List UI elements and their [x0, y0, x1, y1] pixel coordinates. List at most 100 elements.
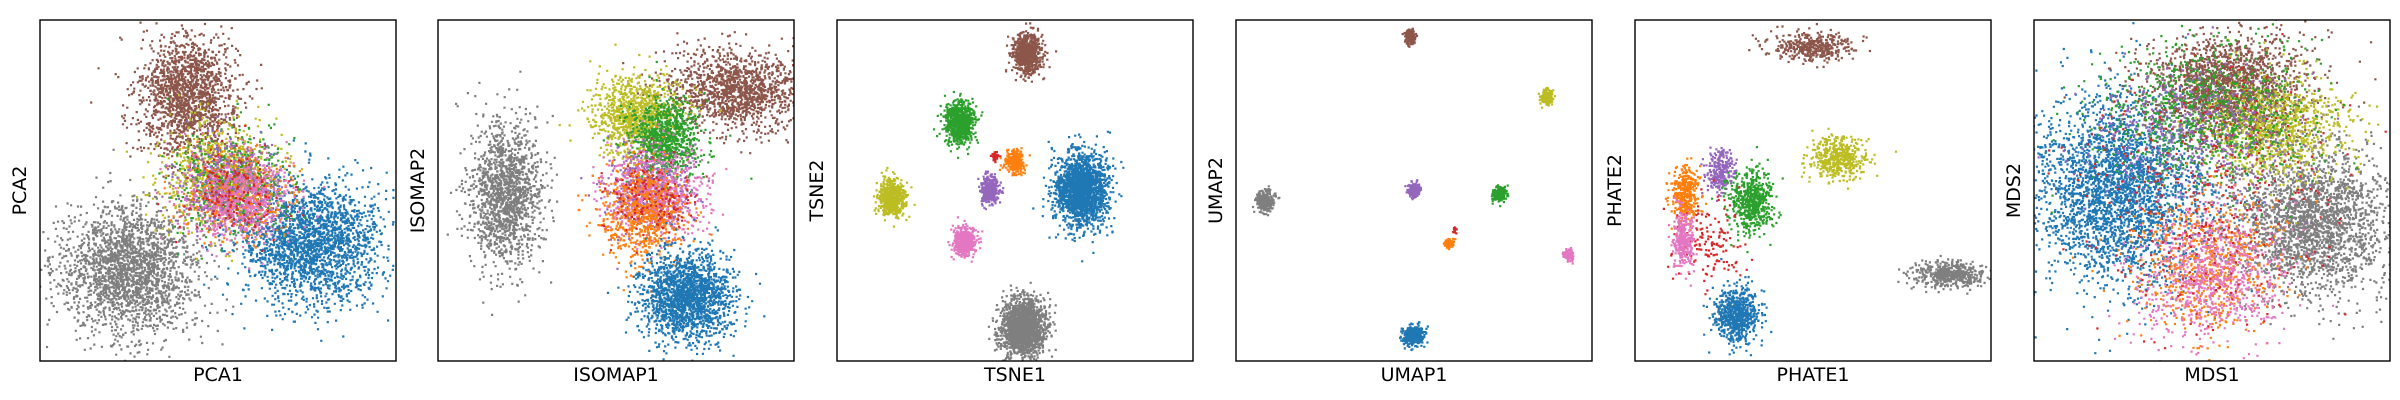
data-point-set	[1800, 127, 1898, 190]
cluster-6	[1452, 226, 1458, 235]
points-layer	[40, 21, 396, 361]
scatter-panel-6: MDS1 MDS2	[2003, 19, 2391, 386]
data-point-set	[1404, 179, 1423, 201]
cluster-9	[156, 122, 304, 252]
points-layer	[1251, 27, 1575, 352]
scatter-panel-3: TSNE1 TSNE2	[806, 19, 1194, 386]
data-point-set	[1897, 254, 1991, 295]
y-axis-label: PCA2	[9, 166, 31, 216]
cluster-3	[989, 151, 1002, 164]
cluster-4	[1404, 179, 1423, 201]
cluster-1	[1005, 22, 1058, 83]
cluster-8	[600, 137, 708, 254]
data-point-set	[987, 281, 1057, 361]
data-point-set	[1251, 185, 1281, 217]
data-point-set	[1748, 23, 1871, 69]
cluster-9	[987, 281, 1057, 361]
axes-frame	[836, 19, 1194, 362]
data-point-set	[1032, 130, 1125, 263]
points-layer	[872, 22, 1125, 361]
cluster-9	[1897, 254, 1991, 295]
data-point-set	[201, 139, 396, 342]
scatter-panel-4: UMAP1 UMAP2	[1205, 19, 1593, 386]
data-point-set	[1711, 146, 1784, 254]
y-axis-label: TSNE2	[806, 160, 828, 223]
cluster-4	[998, 147, 1031, 177]
cluster-9	[1399, 321, 1429, 352]
data-point-set	[600, 137, 708, 254]
cluster-2	[90, 21, 263, 189]
data-point-set	[998, 147, 1031, 177]
cluster-2	[622, 31, 794, 155]
cluster-1	[40, 148, 246, 361]
x-axis-label: UMAP1	[1381, 364, 1448, 386]
data-point-set	[1399, 321, 1429, 352]
cluster-5	[2050, 23, 2358, 219]
axes-frame	[1235, 19, 1593, 362]
data-point-set	[40, 148, 246, 361]
data-point-set	[1442, 237, 1457, 251]
x-axis-label: ISOMAP1	[573, 364, 659, 386]
data-point-set	[932, 90, 984, 159]
points-layer	[446, 31, 794, 361]
data-point-set	[156, 122, 304, 252]
axes-frame	[437, 19, 795, 362]
cluster-2	[1800, 127, 1898, 190]
data-point-set	[977, 170, 1005, 211]
cluster-7	[1667, 196, 1698, 287]
cluster-9	[2047, 33, 2387, 361]
cluster-1	[1401, 27, 1419, 48]
data-point-set	[1561, 246, 1575, 265]
cluster-5	[977, 170, 1005, 211]
cluster-4	[1664, 157, 1708, 231]
data-point-set	[1452, 226, 1458, 235]
cluster-3	[201, 139, 396, 342]
data-point-set	[1537, 86, 1556, 109]
data-point-set	[2050, 23, 2358, 219]
cluster-7	[1442, 237, 1457, 251]
axes-frame	[1634, 19, 1992, 362]
x-axis-label: PHATE1	[1777, 364, 1850, 386]
data-point-set	[446, 70, 559, 316]
cluster-5	[1490, 184, 1510, 208]
points-layer	[2034, 20, 2390, 361]
data-point-set	[1664, 157, 1708, 231]
y-axis-label: ISOMAP2	[407, 148, 429, 234]
scatter-panel-1: PCA1 PCA2	[9, 19, 397, 386]
data-point-set	[2047, 33, 2387, 361]
y-axis-label: MDS2	[2003, 163, 2025, 218]
data-point-set	[1490, 184, 1510, 208]
scatter-panel-2: ISOMAP1 ISOMAP2	[407, 19, 795, 386]
data-point-set	[1667, 196, 1698, 287]
cluster-2	[932, 90, 984, 159]
y-axis-label: UMAP2	[1205, 157, 1227, 224]
data-point-set	[989, 151, 1002, 164]
cluster-1	[1748, 23, 1871, 69]
data-point-set	[1005, 22, 1058, 83]
x-axis-label: TSNE1	[983, 364, 1046, 386]
data-point-set	[1700, 146, 1738, 202]
data-point-set	[90, 21, 263, 189]
cluster-5	[1711, 146, 1784, 254]
cluster-6	[1032, 130, 1125, 263]
data-point-set	[872, 166, 916, 228]
axes-frame	[2033, 19, 2391, 362]
cluster-1	[446, 70, 559, 316]
data-point-set	[606, 218, 766, 361]
x-axis-label: MDS1	[2184, 364, 2239, 386]
data-point-set	[1702, 258, 1773, 357]
cluster-3	[1251, 185, 1281, 217]
cluster-7	[872, 166, 916, 228]
cluster-2	[1537, 86, 1556, 109]
axes-frame	[39, 19, 397, 362]
x-axis-label: PCA1	[193, 364, 243, 386]
cluster-3	[1700, 146, 1738, 202]
cluster-8	[1702, 258, 1773, 357]
data-point-set	[947, 216, 984, 263]
cluster-8	[1561, 246, 1575, 265]
data-point-set	[622, 31, 794, 155]
scatter-panel-5: PHATE1 PHATE2	[1604, 19, 1992, 386]
cluster-8	[947, 216, 984, 263]
